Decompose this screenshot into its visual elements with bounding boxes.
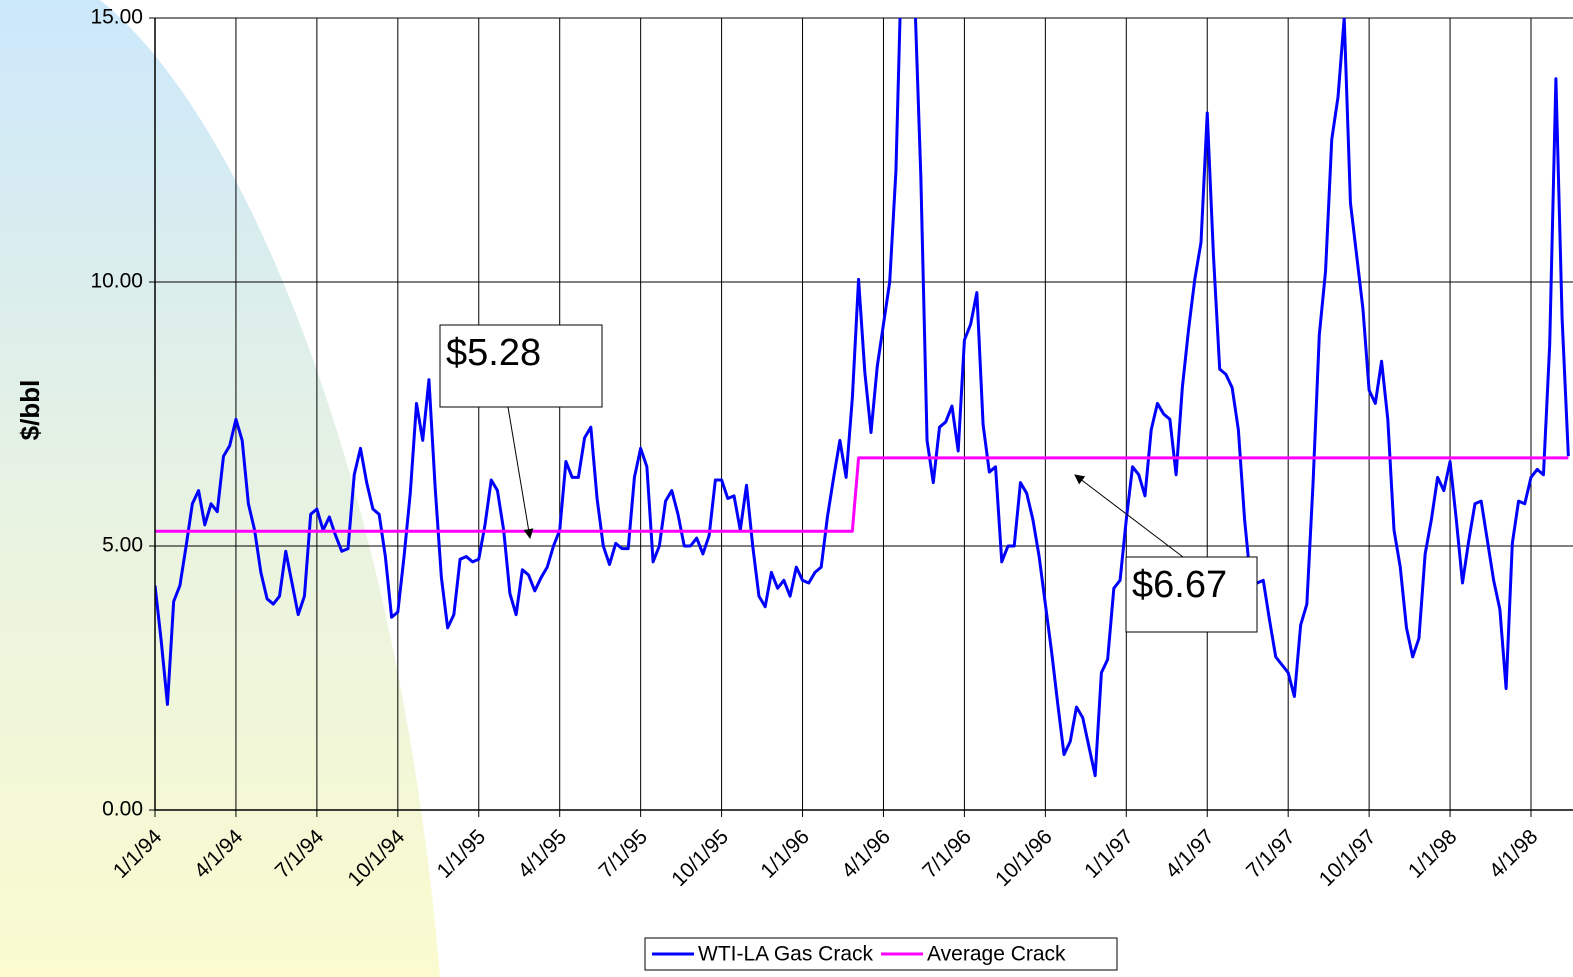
x-tick-label: 4/1/96 bbox=[837, 825, 895, 883]
x-tick-label: 7/1/95 bbox=[595, 825, 653, 883]
x-tick-label: 1/1/95 bbox=[433, 825, 491, 883]
annotation-text: $6.67 bbox=[1132, 564, 1227, 606]
annotation-arrow bbox=[1074, 474, 1184, 558]
x-tick-label: 4/1/97 bbox=[1161, 825, 1219, 883]
annotation-box bbox=[1125, 556, 1258, 633]
x-tick-label: 1/1/97 bbox=[1080, 825, 1138, 883]
annotation-box bbox=[439, 324, 603, 408]
x-tick-label: 10/1/96 bbox=[991, 825, 1057, 891]
y-tick-label: 0.00 bbox=[102, 798, 143, 821]
series-line bbox=[155, 18, 1570, 778]
x-tick-label: 10/1/97 bbox=[1315, 825, 1381, 891]
y-tick-label: 10.00 bbox=[90, 270, 143, 293]
legend-label: WTI-LA Gas Crack bbox=[698, 943, 874, 966]
x-tick-label: 1/1/98 bbox=[1404, 825, 1462, 883]
y-tick-label: 5.00 bbox=[102, 534, 143, 557]
series-line bbox=[155, 456, 1569, 533]
x-tick-label: 10/1/95 bbox=[667, 825, 733, 891]
annotation-text: $5.28 bbox=[446, 332, 541, 374]
legend: WTI-LA Gas Crack Average Crack bbox=[644, 937, 1118, 971]
legend-label: Average Crack bbox=[927, 943, 1066, 966]
x-tick-label: 4/1/98 bbox=[1485, 825, 1543, 883]
legend-box bbox=[644, 937, 1118, 971]
x-tick-label: 7/1/96 bbox=[918, 825, 976, 883]
annotation-arrow bbox=[507, 406, 534, 539]
x-tick-label: 4/1/95 bbox=[514, 825, 572, 883]
y-axis-label: $/bbl bbox=[15, 380, 45, 441]
y-tick-label: 15.00 bbox=[90, 6, 143, 29]
x-tick-label: 7/1/97 bbox=[1242, 825, 1300, 883]
x-tick-label: 1/1/96 bbox=[756, 825, 814, 883]
